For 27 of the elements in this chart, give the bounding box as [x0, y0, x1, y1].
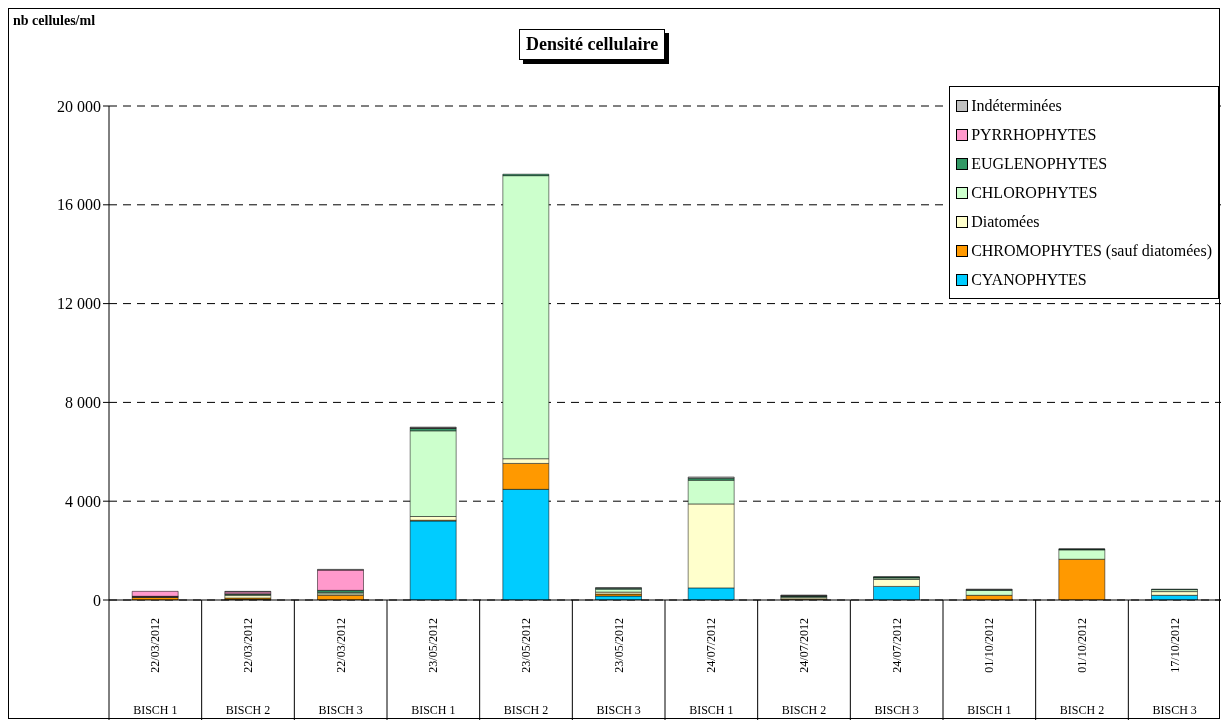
category-label: 23/05/2012 BISCH 1: [411, 618, 456, 717]
legend-label: CHLOROPHYTES: [971, 183, 1098, 202]
y-tick-label: 8 000: [65, 394, 101, 412]
y-tick-label: 20 000: [57, 97, 101, 115]
chart-title: Densité cellulaire: [519, 29, 666, 60]
y-tick-label: 0: [93, 591, 101, 609]
category-label: 23/05/2012 BISCH 3: [596, 618, 641, 717]
legend-label: PYRRHOPHYTES: [971, 125, 1097, 144]
category-label: 22/03/2012 BISCH 2: [225, 618, 271, 717]
y-axis-title: nb cellules/ml: [13, 13, 96, 29]
y-tick-label: 16 000: [57, 196, 101, 214]
category-label: 01/10/2012 BISCH 1: [967, 618, 1012, 717]
category-label: 23/05/2012 BISCH 2: [503, 618, 549, 717]
legend-label: Diatomées: [971, 212, 1040, 231]
category-label: 24/07/2012 BISCH 2: [781, 618, 827, 717]
legend-label: CHROMOPHYTES (sauf diatomées): [971, 241, 1212, 260]
category-label: 01/10/2012 BISCH 2: [1059, 618, 1105, 717]
category-label: 22/03/2012 BISCH 1: [133, 618, 178, 717]
y-tick-label: 4 000: [65, 492, 101, 510]
category-label: 17/10/2012 BISCH 3: [1152, 618, 1197, 717]
category-label: 22/03/2012 BISCH 3: [318, 618, 363, 717]
legend-label: Indéterminées: [971, 96, 1062, 115]
legend-label: EUGLENOPHYTES: [971, 154, 1108, 173]
legend-label: CYANOPHYTES: [971, 270, 1087, 289]
category-label: 24/07/2012 BISCH 1: [689, 618, 734, 717]
category-label: 24/07/2012 BISCH 3: [874, 618, 919, 717]
y-tick-label: 12 000: [57, 295, 101, 313]
